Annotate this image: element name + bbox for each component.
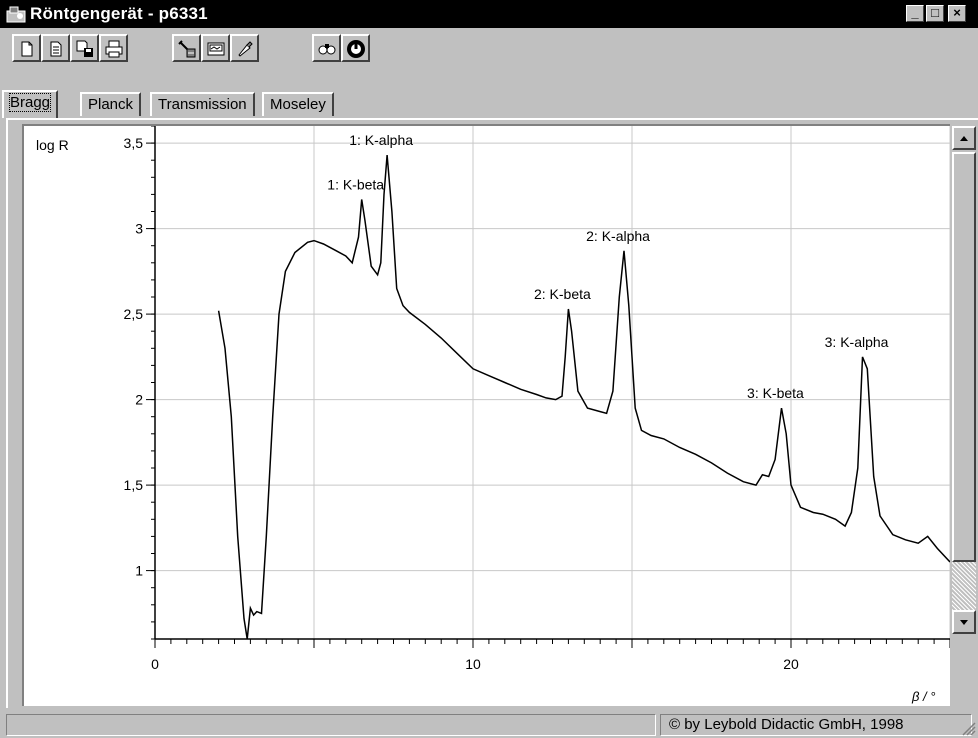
display-button[interactable]: [201, 34, 230, 62]
x-tick-label: 0: [151, 656, 159, 672]
tab-moseley[interactable]: Moseley: [262, 92, 334, 116]
print-button[interactable]: [99, 34, 128, 62]
tab-panel: [6, 118, 978, 708]
peak-label: 2: K-beta: [534, 286, 591, 302]
minimize-button[interactable]: _: [906, 5, 924, 22]
dial-button[interactable]: [341, 34, 370, 62]
series-line: [217, 155, 950, 640]
save-icon: [76, 40, 93, 57]
arrow-down-icon: [960, 620, 968, 625]
open-icon: [50, 41, 62, 57]
tools-button[interactable]: [172, 34, 201, 62]
toolbar: [0, 28, 978, 92]
marker-icon: [238, 41, 253, 57]
chart-annotations: 1: K-alpha 1: K-beta 2: K-alpha 2: K-beta 3:…: [327, 132, 888, 401]
peak-label: 1: K-alpha: [349, 132, 413, 148]
y-axis-label: log R: [36, 137, 69, 153]
close-button[interactable]: ×: [948, 5, 966, 22]
tools-icon: [178, 40, 196, 58]
chart-axes: 1 1,5 2 2,5 3 3,5 0 10 20: [124, 126, 950, 672]
scroll-thumb[interactable]: [952, 152, 976, 562]
marker-button[interactable]: [230, 34, 259, 62]
x-tick-label: 10: [465, 656, 481, 672]
status-bar: © by Leybold Didactic GmbH, 1998: [0, 712, 978, 738]
find-button[interactable]: [312, 34, 341, 62]
y-tick-label: 1: [135, 563, 143, 579]
tab-bragg[interactable]: Bragg: [2, 90, 59, 118]
peak-label: 2: K-alpha: [586, 228, 650, 244]
scroll-up-button[interactable]: [952, 126, 976, 150]
status-left: [6, 714, 656, 736]
window-title: Röntgengerät - p6331: [30, 4, 208, 23]
resize-grip-icon[interactable]: [960, 720, 976, 736]
y-tick-label: 1,5: [124, 477, 144, 493]
arrow-up-icon: [960, 136, 968, 141]
tab-planck[interactable]: Planck: [80, 92, 142, 116]
new-icon: [21, 41, 33, 57]
y-tick-label: 2,5: [124, 306, 144, 322]
save-button[interactable]: [70, 34, 99, 62]
vertical-scrollbar[interactable]: [950, 124, 978, 634]
peak-label: 3: K-alpha: [825, 334, 889, 350]
tab-strip: Bragg Planck Transmission Moseley: [0, 90, 978, 118]
find-icon: [318, 44, 336, 55]
open-button[interactable]: [41, 34, 70, 62]
xray-app-icon: [6, 5, 26, 23]
copyright-text: © by Leybold Didactic GmbH, 1998: [660, 714, 972, 736]
display-icon: [207, 42, 225, 56]
y-tick-label: 2: [135, 392, 143, 408]
peak-label: 3: K-beta: [747, 385, 804, 401]
scroll-down-button[interactable]: [952, 610, 976, 634]
scroll-track[interactable]: [952, 562, 976, 610]
y-tick-label: 3,5: [124, 135, 144, 151]
new-button[interactable]: [12, 34, 41, 62]
dial-icon: [347, 40, 365, 58]
bragg-chart: 1 1,5 2 2,5 3 3,5 0 10 20 1: K-alpha 1: K-beta 2: …: [36, 126, 950, 704]
title-bar: Röntgengerät - p6331 _ □ ×: [0, 0, 978, 28]
peak-label: 1: K-beta: [327, 177, 384, 193]
y-tick-label: 3: [135, 221, 143, 237]
tab-transmission[interactable]: Transmission: [150, 92, 255, 116]
chart-area: 1 1,5 2 2,5 3 3,5 0 10 20 1: K-alpha 1: K-beta 2: …: [22, 124, 950, 706]
chart-series: [217, 155, 950, 640]
x-axis-label: β / °: [911, 689, 935, 704]
x-tick-label: 20: [783, 656, 799, 672]
maximize-button[interactable]: □: [926, 5, 944, 22]
print-icon: [105, 40, 123, 58]
